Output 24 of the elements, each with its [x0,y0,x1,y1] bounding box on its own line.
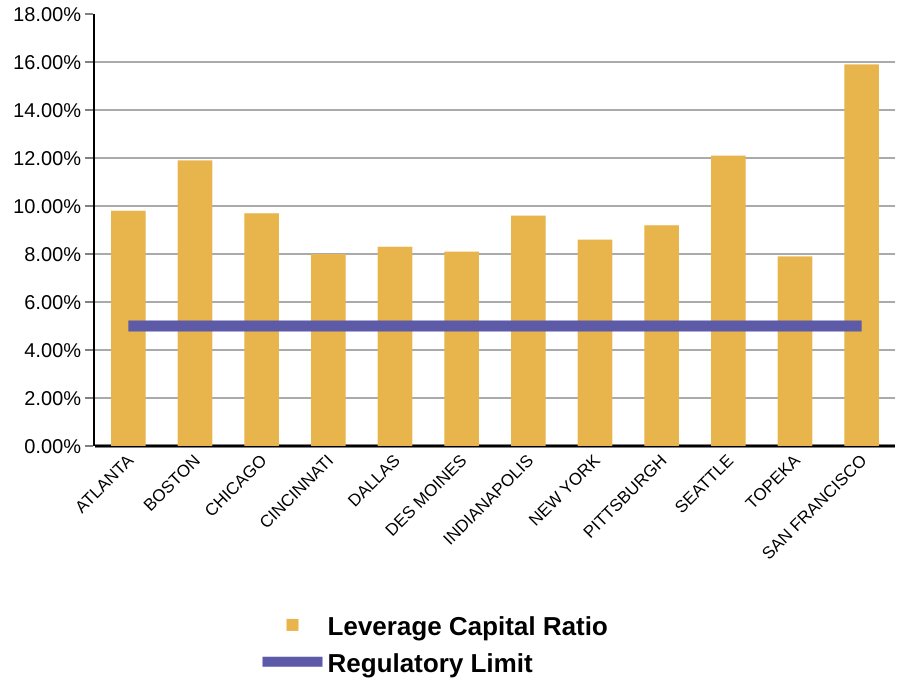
y-tick-label: 8.00% [24,244,82,266]
bar [178,160,212,446]
bar [578,240,612,446]
y-tick-label: 0.00% [24,436,82,458]
y-tick-label: 16.00% [13,52,82,74]
bar [778,256,812,446]
bar [111,210,146,446]
y-tick-label: 2.00% [24,388,82,410]
bar [644,225,679,446]
bar [444,252,479,446]
bar [844,64,879,446]
legend-label: Regulatory Limit [328,648,533,678]
y-tick-label: 18.00% [13,4,82,26]
bar [711,156,746,446]
bar [311,254,346,446]
y-tick-label: 12.00% [13,148,82,170]
bar [244,213,279,446]
legend-label: Leverage Capital Ratio [328,611,608,642]
bar [378,246,412,446]
y-tick-label: 6.00% [24,292,82,314]
bar [511,216,546,446]
y-tick-label: 10.00% [13,196,82,218]
y-tick-label: 14.00% [13,100,82,122]
y-tick-label: 4.00% [24,340,82,362]
